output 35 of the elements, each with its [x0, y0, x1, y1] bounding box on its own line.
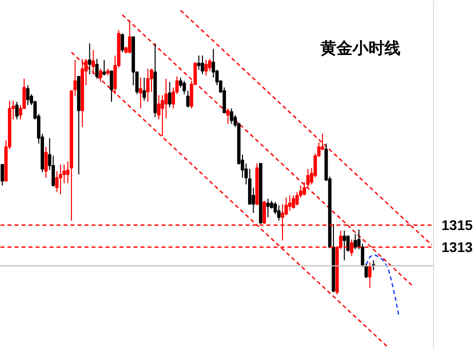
candlestick	[98, 68, 102, 82]
candlestick	[110, 70, 114, 102]
line-series	[366, 254, 400, 318]
candlestick	[368, 262, 372, 288]
candlestick	[138, 77, 142, 109]
candlestick	[277, 204, 281, 222]
text: 黄金小时线	[320, 38, 400, 58]
candlestick	[200, 55, 204, 75]
candlestick	[102, 59, 106, 76]
y-tick-label: 1313	[442, 239, 473, 256]
candlestick	[354, 233, 357, 250]
candlestick	[128, 20, 132, 54]
candlestick	[168, 81, 172, 108]
candlestick	[120, 33, 124, 53]
candlestick	[26, 84, 30, 106]
candlestick	[58, 164, 62, 195]
candlestick	[197, 55, 200, 70]
candlestick	[204, 59, 208, 76]
candlestick	[266, 198, 270, 218]
candlestick	[342, 230, 346, 261]
candlestick	[292, 194, 296, 210]
candlestick	[186, 90, 190, 108]
candlestick	[142, 77, 146, 102]
candlestick	[208, 58, 212, 72]
y-tick-label: 1315	[442, 217, 473, 234]
candlestick	[44, 146, 48, 178]
candlestick	[146, 68, 150, 102]
candlestick	[95, 58, 99, 80]
candlestick	[288, 194, 292, 212]
candlestick	[0, 164, 4, 186]
candlestick	[15, 101, 19, 120]
candlestick	[182, 80, 186, 95]
candlestick	[226, 108, 230, 124]
candlestick	[88, 42, 92, 75]
candlestick	[230, 108, 234, 124]
